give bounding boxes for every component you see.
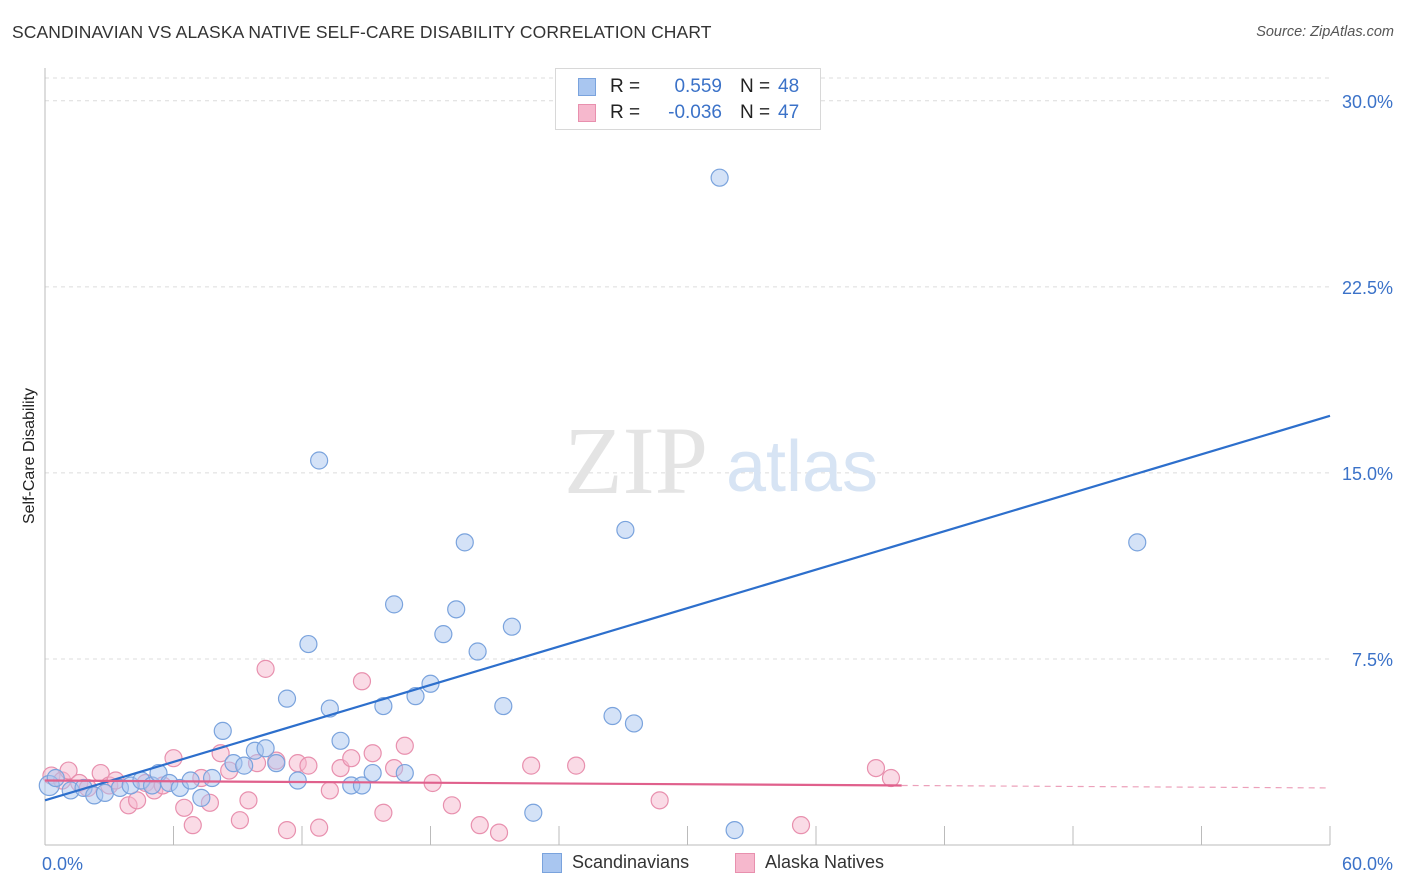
- alaska-trend-line: [44, 779, 902, 787]
- scandinavian-point: [256, 739, 275, 758]
- x-tick-label: 60.0%: [1342, 854, 1393, 874]
- r-label: R =: [610, 102, 641, 123]
- scandinavian-point: [524, 803, 543, 822]
- scandinavian-point: [710, 168, 729, 187]
- scandinavian-point: [213, 721, 232, 740]
- alaska-point: [650, 791, 669, 810]
- r-label: R =: [610, 76, 641, 97]
- scandinavian-point: [455, 533, 474, 552]
- alaska-point: [374, 803, 393, 822]
- x-axis: [44, 68, 1331, 846]
- legend-label: Scandinavians: [572, 852, 690, 872]
- scandinavian-point: [267, 754, 286, 773]
- y-axis-label: Self-Care Disability: [21, 387, 38, 525]
- scandinavian-point: [384, 595, 404, 614]
- legend-item-scandinavians[interactable]: Scandinavians: [542, 852, 689, 873]
- alaska-point: [489, 823, 509, 842]
- scandinavian-point: [310, 451, 329, 470]
- alaska-point: [299, 756, 318, 775]
- scandinavian-point: [447, 600, 466, 619]
- scandinavian-point: [725, 821, 744, 840]
- alaska-point: [256, 659, 275, 678]
- y-tick-label: 30.0%: [1342, 92, 1393, 112]
- watermark-atlas: atlas: [726, 427, 878, 507]
- scandinavian-point: [624, 714, 644, 733]
- scandinavian-point: [331, 731, 350, 750]
- source-label: Source: ZipAtlas.com: [1256, 24, 1394, 40]
- alaska-point: [442, 796, 462, 815]
- scandinavian-point: [421, 674, 440, 693]
- y-tick-label: 7.5%: [1352, 650, 1393, 670]
- watermark: ZIP atlas: [564, 407, 878, 514]
- legend-label: Alaska Natives: [765, 852, 885, 872]
- alaska-point: [567, 756, 586, 775]
- series-legend: Scandinavians Alaska Natives: [0, 852, 1406, 876]
- n-label: N =: [740, 102, 771, 123]
- scandinavian-point: [277, 689, 297, 708]
- r-value: -0.036: [668, 102, 722, 123]
- alaska-points: [42, 659, 901, 842]
- chart-title: SCANDINAVIAN VS ALASKA NATIVE SELF-CARE …: [12, 22, 712, 42]
- alaska-swatch: [578, 104, 596, 122]
- scandinavian-point: [192, 788, 211, 807]
- scandinavian-point: [434, 625, 453, 644]
- grid-lines: [45, 77, 1330, 660]
- scandinavian-point: [202, 768, 222, 788]
- scandinavian-point: [395, 763, 414, 783]
- alaska-point: [522, 756, 541, 775]
- alaska-point: [230, 811, 249, 830]
- r-value: 0.559: [674, 76, 722, 97]
- y-tick-label: 22.5%: [1342, 278, 1393, 298]
- alaska-trend-extension: [901, 784, 1331, 789]
- alaska-point: [183, 816, 202, 835]
- scandinavian-trend-line: [44, 414, 1331, 802]
- y-tick-label: 15.0%: [1342, 464, 1393, 484]
- scandinavian-point: [502, 617, 521, 636]
- scandinavian-point: [603, 706, 622, 726]
- n-label: N =: [740, 76, 771, 97]
- scandinavian-point: [299, 634, 318, 654]
- alaska-point: [320, 781, 339, 800]
- alaska-point: [791, 816, 811, 835]
- scandinavian-point: [616, 520, 635, 540]
- scandinavian-point: [494, 696, 513, 716]
- n-value: 47: [778, 102, 800, 123]
- alaska-point: [363, 744, 382, 763]
- alaska-point: [310, 818, 329, 837]
- legend-row-scandinavian: R = 0.559 N = 48: [578, 75, 808, 99]
- alaska-point: [239, 791, 258, 810]
- alaska-point: [866, 758, 886, 778]
- alaska-point: [342, 749, 361, 768]
- legend-row-alaska: R = -0.036 N = 47: [578, 101, 808, 125]
- scandinavian-point: [235, 756, 254, 775]
- n-value: 48: [778, 76, 800, 97]
- alaska-swatch: [735, 852, 755, 873]
- alaska-point: [277, 821, 297, 840]
- alaska-point: [352, 672, 372, 691]
- scandinavian-point: [1128, 533, 1147, 552]
- alaska-point: [881, 768, 901, 788]
- x-tick-label: 0.0%: [42, 854, 83, 874]
- watermark-zip: ZIP: [564, 407, 708, 514]
- legend-item-alaska-natives[interactable]: Alaska Natives: [735, 852, 884, 873]
- scandinavian-point: [406, 687, 425, 706]
- alaska-point: [175, 798, 194, 817]
- scandinavian-point: [288, 771, 307, 790]
- trend-lines: [44, 414, 1331, 802]
- scandinavian-points: [38, 168, 1147, 840]
- scandinavian-point: [468, 642, 487, 661]
- scandinavian-point: [363, 763, 382, 783]
- correlation-legend: R = 0.559 N = 48 R = -0.036 N = 47: [555, 68, 821, 130]
- scandinavian-swatch: [578, 78, 596, 96]
- scandinavian-point: [374, 696, 393, 716]
- alaska-point: [470, 816, 489, 835]
- scandinavian-swatch: [542, 852, 562, 873]
- scandinavian-point: [46, 768, 65, 788]
- alaska-point: [395, 736, 414, 755]
- tick-labels: 7.5% 15.0% 22.5% 30.0% 0.0% 60.0%: [42, 92, 1393, 874]
